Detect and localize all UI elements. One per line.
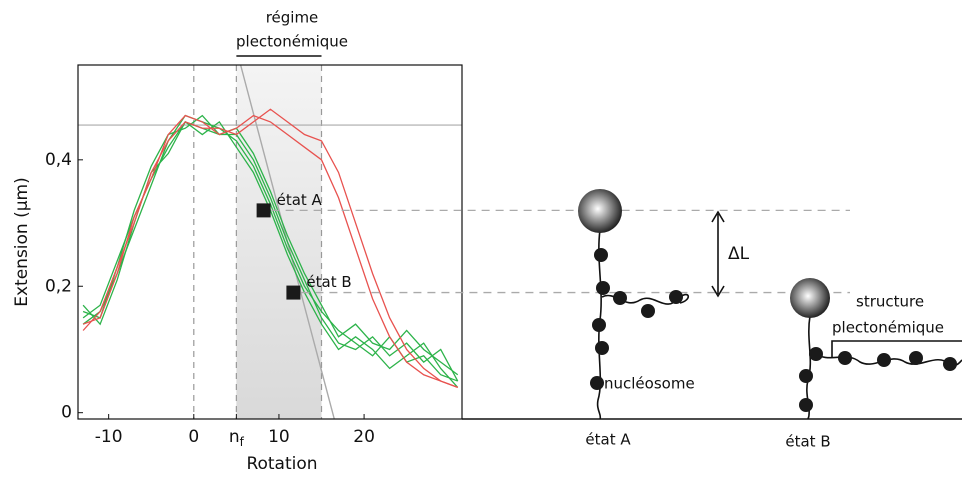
nucleosome xyxy=(592,318,606,332)
state-label: état A xyxy=(277,191,323,209)
y-tick-label: 0 xyxy=(61,403,72,423)
nucleosome xyxy=(799,369,813,383)
nucleosome xyxy=(838,351,852,365)
nucleosome xyxy=(613,291,627,305)
x-axis-label: Rotation xyxy=(246,454,317,474)
nucleosome xyxy=(590,376,604,390)
nucleosome xyxy=(669,290,683,304)
state-point xyxy=(256,203,271,218)
structure-label: structure xyxy=(856,293,924,311)
state-label: état B xyxy=(785,433,830,451)
state-label: état A xyxy=(585,431,631,449)
chart: -10 0 nf 10 20 0 0,2 0,4 état A état B xyxy=(45,55,850,449)
nucleosomes xyxy=(590,248,957,412)
nucleosome xyxy=(799,398,813,412)
nucleosome xyxy=(641,304,655,318)
y-tick-label: 0,4 xyxy=(45,150,72,170)
nucleosome xyxy=(943,357,957,371)
nucleosome xyxy=(596,281,610,295)
bead xyxy=(578,189,622,233)
nucleosome xyxy=(594,248,608,262)
dna xyxy=(596,229,602,420)
tick-text: n xyxy=(229,427,240,447)
plot-frame xyxy=(77,64,463,420)
delta-label: ΔL xyxy=(728,244,750,264)
tick-subscript: f xyxy=(240,435,245,449)
state-point xyxy=(286,285,301,300)
series-line xyxy=(82,114,458,389)
title-line: régime xyxy=(266,9,319,27)
arrow-head xyxy=(711,210,725,298)
nucleosome xyxy=(809,347,823,361)
bead xyxy=(790,278,830,318)
y-tick-label: 0,2 xyxy=(45,276,72,296)
structure-label: plectonémique xyxy=(832,319,944,337)
nucleosome-label: nucléosome xyxy=(604,375,695,393)
x-tick-label: nf xyxy=(229,427,245,449)
state-label: état B xyxy=(306,273,351,291)
nucleosome xyxy=(877,353,891,367)
title-line: plectonémique xyxy=(236,33,348,51)
x-tick-label: 10 xyxy=(268,427,290,447)
series-line xyxy=(82,114,459,376)
x-tick-label: 20 xyxy=(353,427,375,447)
nucleosome xyxy=(595,341,609,355)
nucleosome xyxy=(909,351,923,365)
series-line xyxy=(82,108,458,389)
bracket xyxy=(831,340,962,357)
x-tick-label: 0 xyxy=(188,427,199,447)
y-axis-label: Extension (µm) xyxy=(12,177,32,307)
x-tick-label: -10 xyxy=(95,427,123,447)
diagram xyxy=(462,210,962,420)
